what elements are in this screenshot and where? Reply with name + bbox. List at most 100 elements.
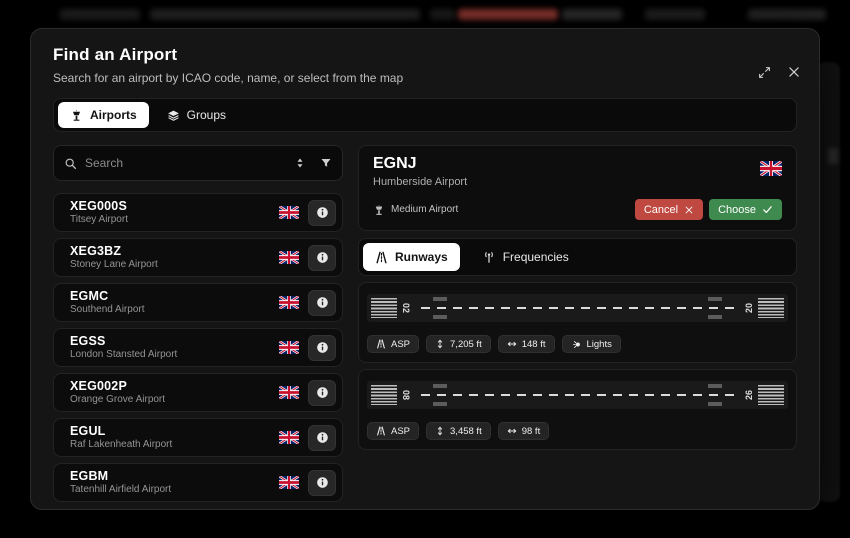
page-title: Find an Airport <box>53 45 178 64</box>
surface-value: ASP <box>391 338 411 350</box>
horizontal-arrows-icon <box>507 426 517 436</box>
runway-marker <box>708 315 722 319</box>
selected-airport-card: EGNJ Humberside Airport Medium Airport <box>358 145 797 231</box>
airport-code: XEG3BZ <box>70 243 122 258</box>
selected-airport-code: EGNJ <box>373 155 417 172</box>
runway-end-number: 08 <box>401 389 412 401</box>
detail-tabbar: Runways Frequencies <box>358 238 797 276</box>
airport-name: Titsey Airport <box>70 214 128 226</box>
tab-groups[interactable]: Groups <box>155 102 238 128</box>
info-button[interactable] <box>308 199 336 226</box>
runway-threshold-stripes <box>758 385 784 405</box>
runway-card: 02 20 ASP <box>358 282 797 363</box>
close-icon[interactable] <box>785 63 803 81</box>
runway-end-number: 26 <box>743 389 754 401</box>
tab-runways-label: Runways <box>395 250 448 264</box>
runway-end-number: 20 <box>743 302 754 314</box>
search-input[interactable] <box>85 156 286 170</box>
runway-threshold-stripes <box>371 298 397 318</box>
airport-code: XEG000S <box>70 198 127 213</box>
airport-list-item[interactable]: XEG002P Orange Grove Airport <box>53 373 343 412</box>
info-button[interactable] <box>308 469 336 496</box>
background-toolbar-fragment <box>748 9 826 20</box>
lights-value: Lights <box>586 338 612 350</box>
info-button[interactable] <box>308 424 336 451</box>
main-tabbar: Airports Groups <box>53 98 797 132</box>
airport-name: Tatenhill Airfield Airport <box>70 484 172 496</box>
x-icon <box>684 205 694 215</box>
airport-list-item[interactable]: XEG000S Titsey Airport <box>53 193 343 232</box>
length-badge: 3,458 ft <box>426 422 491 440</box>
uk-flag-icon <box>279 341 299 354</box>
runway-end-number: 02 <box>401 302 412 314</box>
runway-threshold-stripes <box>371 385 397 405</box>
info-button[interactable] <box>308 244 336 271</box>
runway-marker <box>433 402 447 406</box>
uk-flag-icon <box>279 206 299 219</box>
light-icon <box>571 339 582 350</box>
expand-icon[interactable] <box>755 63 773 81</box>
runway-marker <box>433 297 447 301</box>
airport-code: XEG002P <box>70 378 127 393</box>
surface-value: ASP <box>391 425 411 437</box>
background-side-panel <box>818 62 840 502</box>
filter-icon[interactable] <box>320 157 332 169</box>
tab-groups-label: Groups <box>186 108 227 122</box>
width-value: 148 ft <box>521 338 546 350</box>
airport-list-item[interactable]: XEG3BZ Stoney Lane Airport <box>53 238 343 277</box>
background-toolbar-fragment <box>562 9 622 20</box>
tab-airports[interactable]: Airports <box>58 102 149 128</box>
tab-airports-label: Airports <box>90 108 137 122</box>
runway-icon <box>376 339 386 349</box>
runway-marker <box>433 384 447 388</box>
tower-icon <box>70 109 83 122</box>
width-badge: 98 ft <box>497 422 550 440</box>
runway-marker <box>708 297 722 301</box>
background-side-glint <box>828 148 838 164</box>
uk-flag-icon <box>760 161 782 176</box>
cancel-button[interactable]: Cancel <box>634 199 704 220</box>
width-value: 98 ft <box>521 425 541 437</box>
runway-marker <box>708 402 722 406</box>
cancel-button-label: Cancel <box>643 203 679 216</box>
uk-flag-icon <box>279 251 299 264</box>
airport-list-item[interactable]: EGMC Southend Airport <box>53 283 343 322</box>
background-toolbar-highlight <box>458 9 558 20</box>
background-toolbar-fragment <box>60 9 140 20</box>
surface-badge: ASP <box>367 335 420 353</box>
checkmark-icon <box>762 204 773 215</box>
length-value: 3,458 ft <box>450 425 482 437</box>
runway-icon <box>376 426 386 436</box>
background-toolbar-fragment <box>430 9 455 20</box>
choose-button-label: Choose <box>718 203 756 216</box>
antenna-icon <box>482 250 496 264</box>
info-button[interactable] <box>308 379 336 406</box>
sort-icon[interactable] <box>294 157 306 169</box>
choose-button[interactable]: Choose <box>709 199 782 220</box>
info-button[interactable] <box>308 289 336 316</box>
uk-flag-icon <box>279 476 299 489</box>
airport-list-item[interactable]: EGBM Tatenhill Airfield Airport <box>53 463 343 502</box>
airport-code: EGBM <box>70 468 109 483</box>
runway-marker <box>433 315 447 319</box>
vertical-arrows-icon <box>435 339 445 349</box>
tab-frequencies[interactable]: Frequencies <box>470 243 581 271</box>
runway-icon <box>375 251 388 264</box>
airport-size-label: Medium Airport <box>391 204 459 215</box>
airport-name: Orange Grove Airport <box>70 394 166 406</box>
runway-marker <box>708 384 722 388</box>
airport-search-panel: XEG000S Titsey Airport XEG3BZ Stoney Lan… <box>53 145 343 502</box>
airport-code: EGUL <box>70 423 106 438</box>
airport-code: EGMC <box>70 288 109 303</box>
info-button[interactable] <box>308 334 336 361</box>
find-airport-modal: Find an Airport Search for an airport by… <box>30 28 820 510</box>
airport-detail-panel: EGNJ Humberside Airport Medium Airport <box>358 145 797 502</box>
airport-list-item[interactable]: EGUL Raf Lakenheath Airport <box>53 418 343 457</box>
tab-runways[interactable]: Runways <box>363 243 460 271</box>
airport-list-item[interactable]: EGSS London Stansted Airport <box>53 328 343 367</box>
uk-flag-icon <box>279 431 299 444</box>
search-box <box>53 145 343 181</box>
runway-card: 08 26 ASP <box>358 369 797 450</box>
page-subtitle: Search for an airport by ICAO code, name… <box>53 71 404 85</box>
